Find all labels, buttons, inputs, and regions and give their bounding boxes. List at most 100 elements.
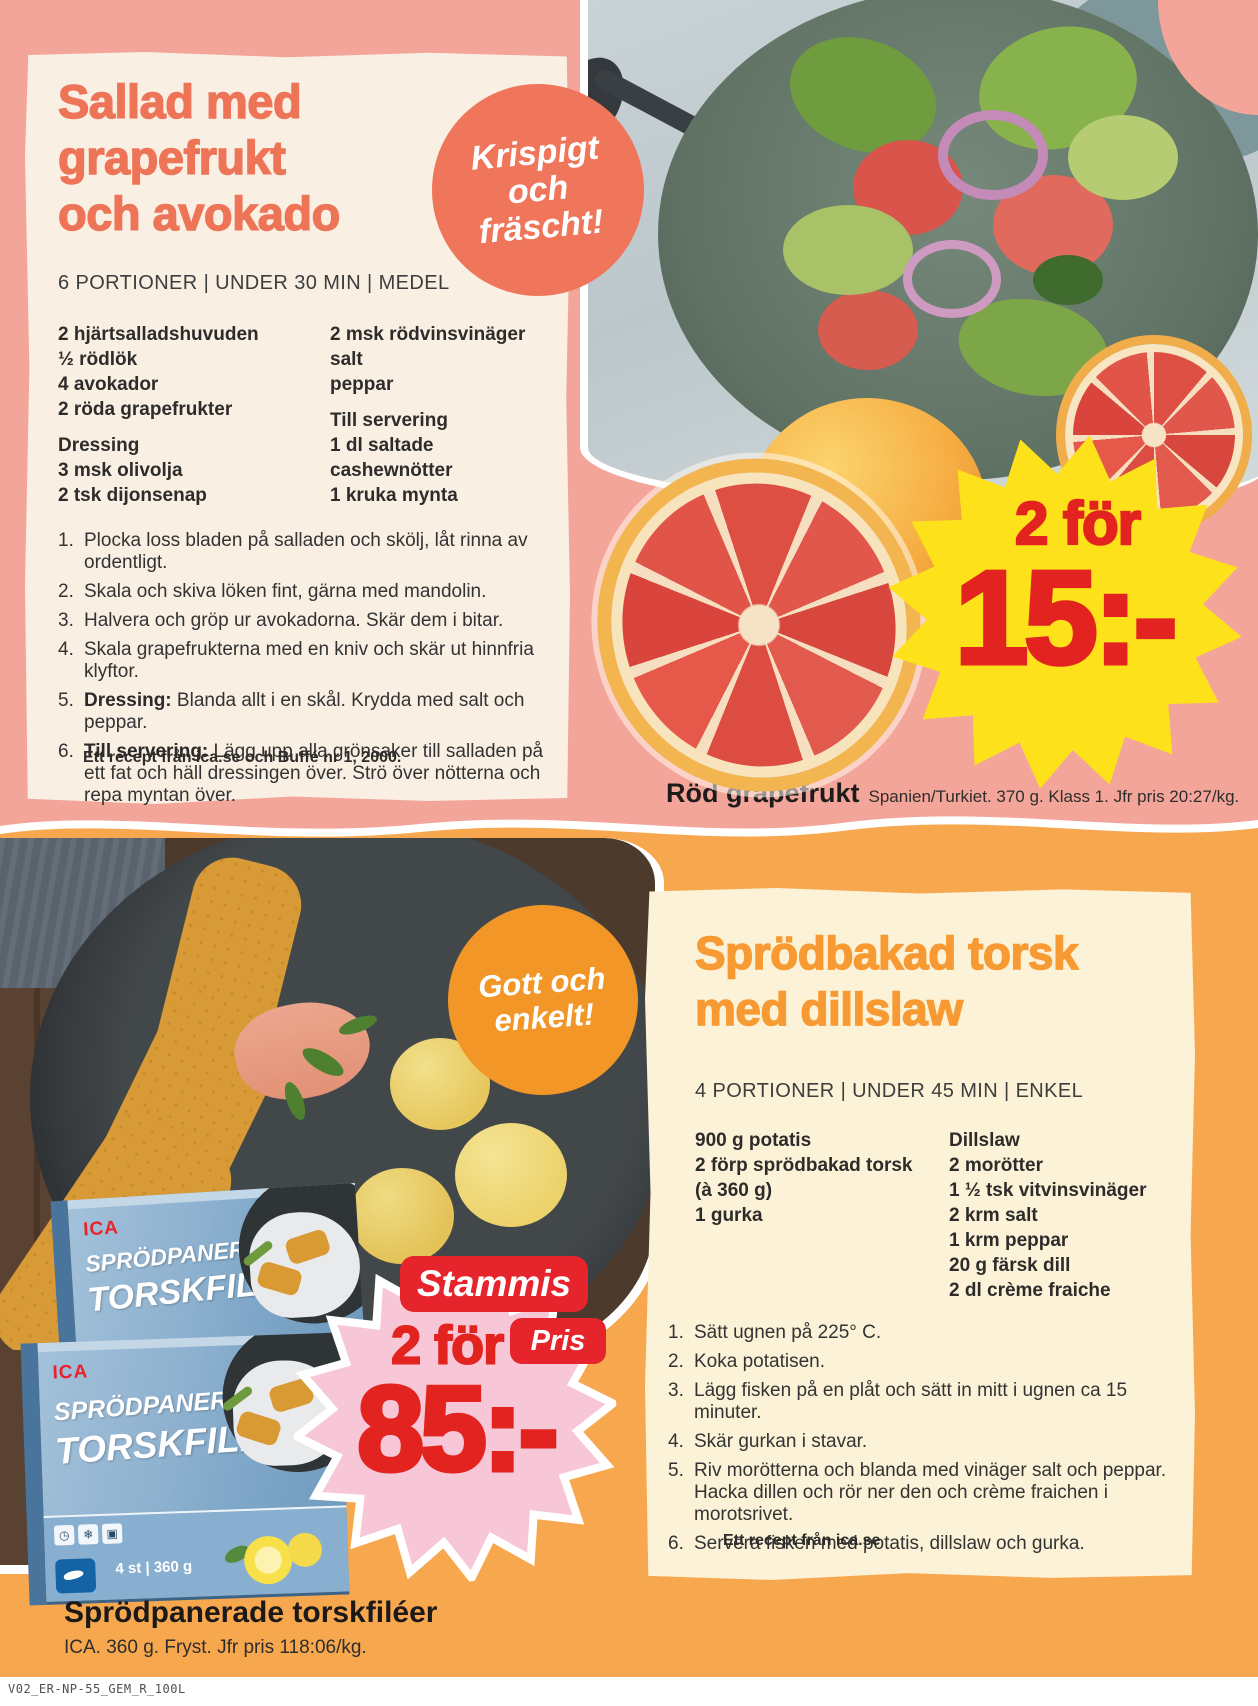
recipe-step: 6. Till servering: Lägg upp alla grönsake… [58,741,563,807]
ingredient: 2 tsk dijonsenap [58,485,207,506]
starburst-icon [888,435,1242,789]
ingredient: 2 förp sprödbakad torsk [695,1155,913,1176]
recipe1-ingredients-col2: 2 msk rödvinsvinäger salt peppar Till se… [330,322,560,508]
clock-icon: ◷ [53,1524,75,1546]
ingredient: 2 dl crème fraiche [949,1280,1111,1301]
product2-details: ICA. 360 g. Fryst. Jfr pris 118:06/kg. [64,1637,367,1658]
ingredient: 1 gurka [695,1205,763,1226]
onion-ring [903,240,1001,318]
recipe2-card [645,888,1195,1580]
grapefruit-chunk [818,290,918,370]
ingredient: 2 krm salt [949,1205,1038,1226]
ingredient: 2 msk rödvinsvinäger [330,324,526,345]
badge-line: och [506,167,570,212]
step-number: 3. [668,1380,684,1401]
ingredient: 1 dl saltade cashewnötter [330,435,453,481]
badge-line: fräscht! [477,201,605,251]
recipe-step: 6. Servera fisken med potatis, dillslaw o… [668,1533,1173,1555]
print-code: V02_ER-NP-55_GEM_R_100L [8,1682,186,1696]
ingredient: 2 hjärtsalladshuvuden [58,324,259,345]
recipe-step: 3. Halvera och gröp ur avokadorna. Skär d… [58,610,563,632]
oven-icon: ▣ [101,1523,123,1544]
recipe-step: 2. Koka potatisen. [668,1351,1173,1373]
recipe2-source: Ett recept från ica.se [723,1532,881,1549]
step-number: 4. [58,639,74,660]
recipe2-title: Sprödbakad torsk med dillslaw [694,925,1175,1037]
recipe-step: 3. Lägg fisken på en plåt och sätt in mit… [668,1380,1173,1424]
price2-amount: 85:- [355,1359,557,1498]
step-number: 5. [58,690,74,711]
ingredient: ½ rödlök [58,349,138,370]
recipe2-title-line: Sprödbakad torsk [694,926,1079,979]
step-text: Plocka loss bladen på salladen och skölj… [84,530,528,573]
step-text: Skär gurkan i stavar. [694,1431,868,1452]
badge-line: Krispigt [469,128,601,178]
recipe1-title: Sallad med grapefrukt och avokado [57,74,538,242]
recipe1-steps: 1. Plocka loss bladen på salladen och skö… [58,530,563,814]
ingredient: 1 krm peppar [949,1230,1069,1251]
ingredient: 1 kruka mynta [330,485,458,506]
recipe1-title-line: Sallad med [57,74,302,128]
stammis-pris-badge: Pris [510,1318,606,1364]
potato [350,1168,454,1264]
recipe-step: 5. Dressing: Blanda allt i en skål. Krydd… [58,690,563,734]
ica-logo: ICA [52,1361,89,1384]
recipe1-ingredients-col1: 2 hjärtsalladshuvuden ½ rödlök 4 avokado… [58,322,308,508]
step-number: 1. [58,530,74,551]
ingredient: (à 360 g) [695,1180,773,1201]
step-text: Sätt ugnen på 225° C. [694,1322,882,1343]
recipe-step: 5. Riv morötterna och blanda med vinäger … [668,1460,1173,1526]
ingredient-subheading: Till servering [330,410,448,431]
ingredient-subheading: Dillslaw [949,1130,1020,1151]
ingredient: 20 g färsk dill [949,1255,1071,1276]
step-text: Dressing: Blanda allt i en skål. Krydda … [84,690,525,733]
recipe1-source: Ett recept från ica.se och Buffé nr 1, 2… [83,749,402,766]
recipe-step: 2. Skala och skiva löken fint, gärna med … [58,581,563,603]
msc-logo [55,1558,97,1594]
avocado-slice [783,205,913,295]
recipe2-ingredients-col1: 900 g potatis 2 förp sprödbakad torsk (à… [695,1128,940,1228]
ingredient: peppar [330,374,394,395]
recipe-step: 4. Skala grapefrukterna med en kniv och s… [58,639,563,683]
step-text: Till servering: Lägg upp alla grönsaker … [84,741,544,806]
fish-icon [62,1568,85,1582]
product2-caption: Sprödpanerade torskfiléer ICA. 360 g. Fr… [64,1596,437,1659]
step-number: 4. [668,1431,684,1452]
recipe1-title-line: och avokado [57,186,341,240]
step-number: 2. [668,1351,684,1372]
product1-details: Spanien/Turkiet. 370 g. Klass 1. Jfr pri… [868,787,1240,806]
ingredient: 2 röda grapefrukter [58,399,233,420]
recipe-step: 4. Skär gurkan i stavar. [668,1431,1173,1453]
potato [455,1123,567,1227]
ingredient: 4 avokador [58,374,159,395]
step-text: Lägg fisken på en plåt och sätt in mitt … [694,1380,1128,1423]
step-text: Skala grapefrukterna med en kniv och skä… [84,639,534,682]
mint-leaf [1033,255,1103,305]
badge-line: enkelt! [493,996,596,1039]
step-number: 6. [58,741,74,762]
avocado-slice [1068,115,1178,200]
recipe2-title-line: med dillslaw [694,982,963,1035]
ingredient: 1 ½ tsk vitvinsvinäger [949,1180,1147,1201]
recipe-step: 1. Sätt ugnen på 225° C. [668,1322,1173,1344]
ingredient: 2 morötter [949,1155,1043,1176]
step-text: Halvera och gröp ur avokadorna. Skär dem… [84,610,504,631]
package-size: 4 st | 360 g [115,1557,193,1578]
step-text: Koka potatisen. [694,1351,825,1372]
step-number: 2. [58,581,74,602]
snowflake-icon: ❄ [77,1524,99,1545]
step-text: Skala och skiva löken fint, gärna med ma… [84,581,487,602]
step-number: 1. [668,1322,684,1343]
recipe2-ingredients-col2: Dillslaw 2 morötter 1 ½ tsk vitvinsvinäg… [949,1128,1179,1303]
step-text: Servera fisken med potatis, dillslaw och… [694,1533,1085,1554]
step-number: 5. [668,1460,684,1481]
step-text: Riv morötterna och blanda med vinäger sa… [694,1460,1167,1525]
ingredient-subheading: Dressing [58,435,140,456]
recipe2-steps: 1. Sätt ugnen på 225° C. 2. Koka potatisen… [668,1322,1173,1562]
price1-starburst: 2 för 15:- [859,406,1258,817]
step-number: 6. [668,1533,684,1554]
certification-icons: ◷ ❄ ▣ [53,1523,123,1546]
lemon-slice-image [243,1535,294,1585]
ingredient: 3 msk olivolja [58,460,183,481]
